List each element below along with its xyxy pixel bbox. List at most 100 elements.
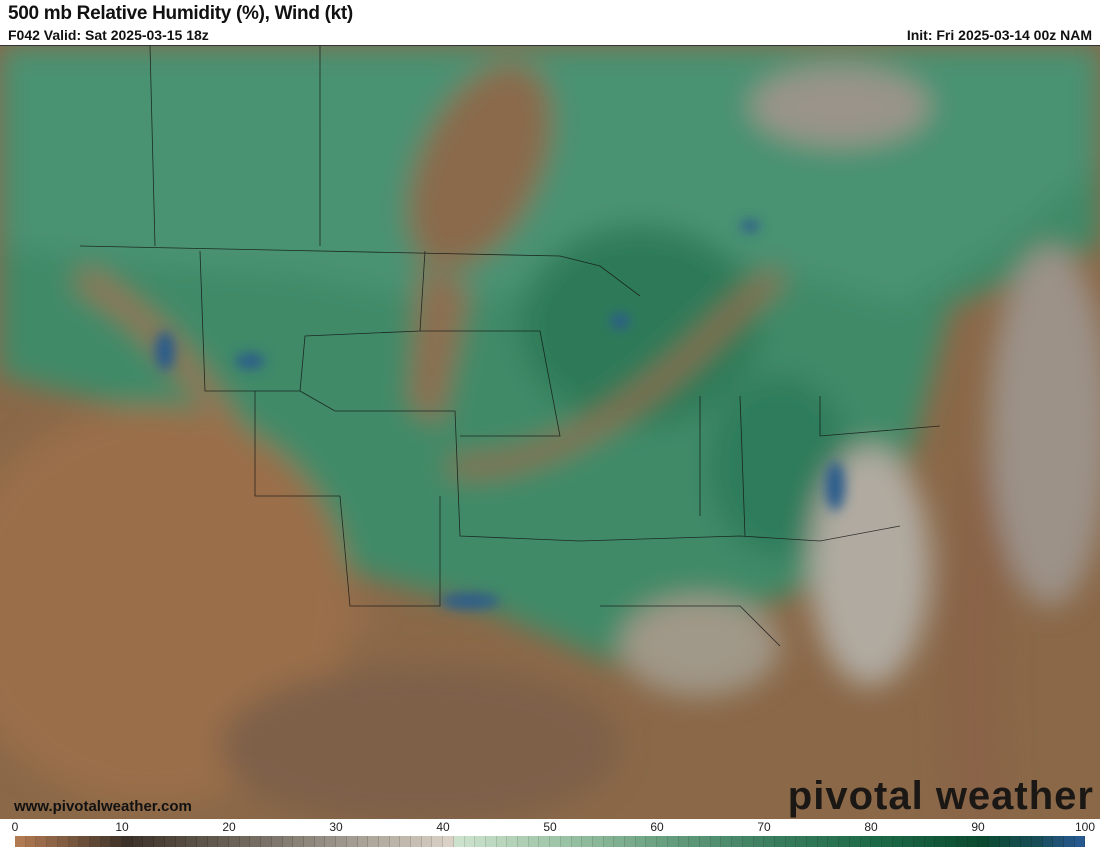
colorbar-cell bbox=[475, 836, 486, 847]
colorbar bbox=[15, 836, 1086, 847]
colorbar-cell bbox=[881, 836, 893, 847]
colorbar-cell bbox=[646, 836, 658, 847]
colorbar-cell bbox=[57, 836, 69, 847]
colorbar-cell bbox=[368, 836, 379, 847]
colorbar-cell bbox=[571, 836, 583, 847]
colorbar-tick: 40 bbox=[436, 820, 450, 834]
colorbar-tick: 10 bbox=[115, 820, 129, 834]
colorbar-cell bbox=[378, 836, 390, 847]
watermark-url: www.pivotalweather.com bbox=[14, 798, 192, 815]
colorbar-cell bbox=[154, 836, 165, 847]
colorbar-ticks: 0 10 20 30 40 50 60 70 80 90 100 bbox=[11, 820, 1095, 834]
colorbar-cell bbox=[293, 836, 304, 847]
colorbar-cell bbox=[122, 836, 133, 847]
colorbar-cell bbox=[528, 836, 540, 847]
colorbar-cell bbox=[507, 836, 519, 847]
colorbar-cell bbox=[785, 836, 797, 847]
colorbar-cell bbox=[132, 836, 144, 847]
colorbar-cell bbox=[710, 836, 722, 847]
weather-map[interactable]: www.pivotalweather.com pivotal weather bbox=[0, 45, 1100, 819]
colorbar-cell bbox=[956, 836, 968, 847]
colorbar-tick: 60 bbox=[650, 820, 664, 834]
colorbar-cell bbox=[250, 836, 262, 847]
colorbar-cell bbox=[764, 836, 775, 847]
colorbar-cell bbox=[1063, 836, 1075, 847]
colorbar-cell bbox=[539, 836, 551, 847]
colorbar-cell bbox=[111, 836, 123, 847]
colorbar-cell bbox=[68, 836, 80, 847]
colorbar-cell bbox=[978, 836, 989, 847]
colorbar-cell bbox=[1042, 836, 1054, 847]
colorbar-cell bbox=[164, 836, 176, 847]
colorbar-cell bbox=[924, 836, 936, 847]
rh-field bbox=[0, 46, 1100, 819]
colorbar-tick: 100 bbox=[1074, 820, 1096, 834]
colorbar-cell bbox=[742, 836, 754, 847]
colorbar-cell bbox=[903, 836, 915, 847]
colorbar-cell bbox=[207, 836, 219, 847]
colorbar-cell bbox=[871, 836, 882, 847]
colorbar-cell bbox=[218, 836, 230, 847]
colorbar-cell bbox=[625, 836, 636, 847]
colorbar-cell bbox=[1021, 836, 1032, 847]
colorbar-cell bbox=[196, 836, 208, 847]
colorbar-cell bbox=[946, 836, 957, 847]
colorbar-cell bbox=[796, 836, 808, 847]
colorbar-cell bbox=[464, 836, 476, 847]
colorbar-cell bbox=[550, 836, 561, 847]
colorbar-cell bbox=[47, 836, 58, 847]
colorbar-cell bbox=[229, 836, 240, 847]
colorbar-cell bbox=[400, 836, 412, 847]
colorbar-cell bbox=[271, 836, 283, 847]
colorbar-tick: 20 bbox=[222, 820, 236, 834]
colorbar-cell bbox=[303, 836, 315, 847]
colorbar-tick: 70 bbox=[757, 820, 771, 834]
colorbar-cell bbox=[774, 836, 786, 847]
colorbar-cell bbox=[678, 836, 690, 847]
colorbar-cell bbox=[603, 836, 615, 847]
colorbar-cell bbox=[667, 836, 679, 847]
colorbar-cell bbox=[36, 836, 48, 847]
colorbar-cell bbox=[314, 836, 326, 847]
colorbar-cell bbox=[346, 836, 358, 847]
colorbar-cell bbox=[807, 836, 818, 847]
colorbar-cell bbox=[657, 836, 668, 847]
colorbar-cell bbox=[689, 836, 700, 847]
colorbar-cell bbox=[239, 836, 251, 847]
colorbar-cell bbox=[421, 836, 433, 847]
colorbar-cell bbox=[935, 836, 947, 847]
colorbar-cell bbox=[100, 836, 112, 847]
colorbar-cell bbox=[1031, 836, 1043, 847]
colorbar-cell bbox=[592, 836, 604, 847]
colorbar-cell bbox=[999, 836, 1011, 847]
pivotal-weather-logo: pivotal weather bbox=[787, 774, 1094, 818]
colorbar-cell bbox=[261, 836, 272, 847]
colorbar-cell bbox=[732, 836, 743, 847]
colorbar-cell bbox=[892, 836, 904, 847]
colorbar-cell bbox=[635, 836, 647, 847]
colorbar-cell bbox=[1010, 836, 1022, 847]
colorbar-tick: 30 bbox=[329, 820, 343, 834]
colorbar-cell bbox=[753, 836, 765, 847]
colorbar-cell bbox=[721, 836, 733, 847]
colorbar-cell bbox=[582, 836, 593, 847]
colorbar-cell bbox=[700, 836, 711, 847]
colorbar-tick: 80 bbox=[864, 820, 878, 834]
colorbar-cell bbox=[186, 836, 197, 847]
colorbar-cell bbox=[1053, 836, 1064, 847]
colorbar-cell bbox=[89, 836, 101, 847]
colorbar-tick: 0 bbox=[11, 820, 19, 834]
colorbar-cell bbox=[518, 836, 529, 847]
colorbar-cell bbox=[560, 836, 572, 847]
colorbar-cell bbox=[432, 836, 444, 847]
colorbar-cell bbox=[860, 836, 872, 847]
colorbar-cell bbox=[357, 836, 369, 847]
colorbar-cell bbox=[411, 836, 422, 847]
colorbar-cell bbox=[849, 836, 861, 847]
map-title: 500 mb Relative Humidity (%), Wind (kt) bbox=[8, 3, 353, 24]
colorbar-cell bbox=[143, 836, 155, 847]
colorbar-cell bbox=[389, 836, 401, 847]
colorbar-cell bbox=[1074, 836, 1086, 847]
colorbar-cell bbox=[453, 836, 465, 847]
colorbar-tick: 50 bbox=[543, 820, 557, 834]
